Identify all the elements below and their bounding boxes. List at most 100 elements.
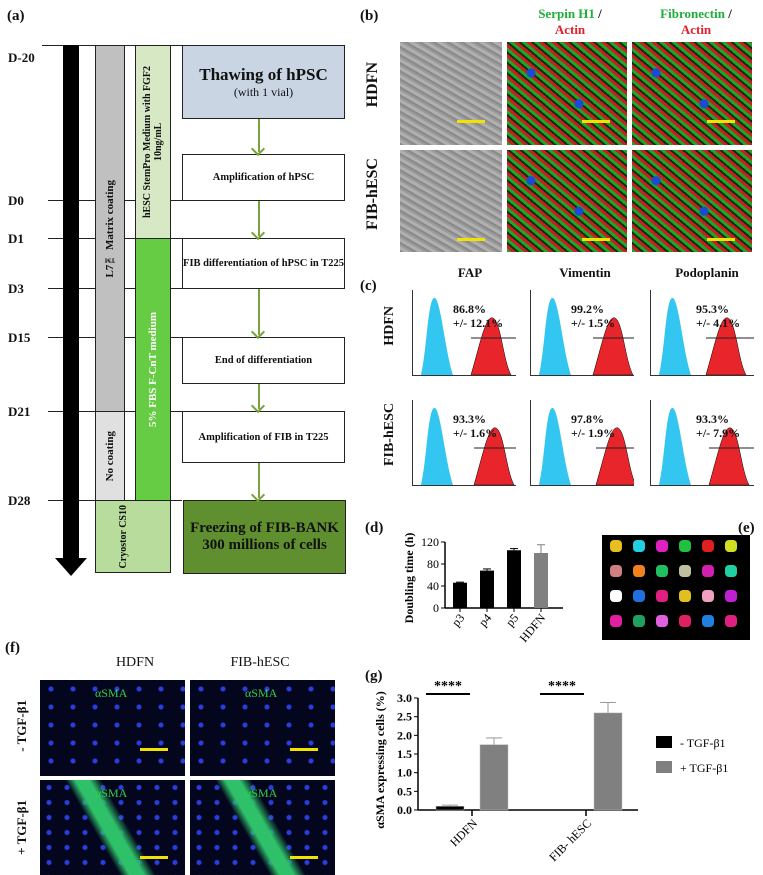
- medium2-bar: 5% FBS F-CnT medium: [135, 238, 171, 501]
- micrograph: [632, 150, 752, 252]
- chromosome: [610, 565, 622, 577]
- sd: +/- 1.5%: [571, 316, 616, 330]
- significance-stars: ****: [548, 679, 576, 694]
- control-peak: [539, 407, 571, 485]
- x-tick-label: p4: [476, 611, 494, 629]
- flow-arrow-icon: [258, 289, 260, 335]
- scale-bar: [582, 238, 610, 241]
- panel-label-b: (b): [360, 8, 379, 24]
- header-fib-hesc: FIB-hESC: [230, 655, 290, 670]
- flow-arrow-icon: [258, 384, 260, 409]
- chromosome: [725, 590, 737, 602]
- chromosome: [702, 615, 714, 627]
- flow-histogram: 99.2% +/- 1.5%: [530, 290, 634, 376]
- stained-peak: [592, 317, 634, 375]
- day-line: [171, 500, 182, 501]
- step-sub: 300 millions of cells: [202, 537, 327, 553]
- y-tick-label: 0.5: [397, 784, 412, 798]
- micrograph: [632, 42, 752, 145]
- day-label: D15: [8, 330, 31, 345]
- time-arrow-head-icon: [55, 558, 87, 576]
- y-tick-label: 1.5: [397, 747, 412, 761]
- chromosome: [702, 540, 714, 552]
- day-line: [171, 200, 182, 201]
- step-title: Amplification of hPSC: [212, 172, 315, 183]
- flow-histogram: 97.8% +/- 1.9%: [530, 400, 634, 486]
- chromosome: [679, 590, 691, 602]
- scale-bar: [290, 748, 318, 751]
- y-tick-label: 0.0: [397, 803, 412, 817]
- row-label-fib-hesc: FIB-hESC: [382, 403, 397, 467]
- step-title: FIB differentiation of hPSC in T225: [183, 258, 344, 269]
- chromosome: [725, 615, 737, 627]
- chromosome: [610, 540, 622, 552]
- day-line: [171, 238, 182, 239]
- y-tick-label: 0: [433, 601, 439, 615]
- time-arrow-shaft: [63, 45, 79, 560]
- asma-micrograph: αSMA: [190, 780, 335, 875]
- chromosome: [610, 590, 622, 602]
- legend-swatch: [656, 736, 672, 748]
- legend-label: - TGF-β1: [680, 736, 726, 750]
- micrograph: [507, 42, 627, 145]
- scale-bar: [582, 120, 610, 123]
- stain-green: Serpin H1: [538, 6, 595, 21]
- step-title: Freezing of FIB-BANK: [190, 520, 339, 536]
- micrograph: [507, 150, 627, 252]
- y-tick-label: 1.0: [397, 766, 412, 780]
- control-peak: [421, 407, 453, 485]
- coating-bar: L7™ Matrix coating: [95, 45, 125, 412]
- pct: 99.2%: [571, 302, 604, 316]
- bar: [453, 582, 467, 608]
- sd: +/- 1.6%: [453, 426, 498, 440]
- asma-micrograph: αSMA: [40, 680, 185, 776]
- stained-peak: [473, 427, 515, 485]
- day-line: [171, 288, 182, 289]
- medium1-label: hESC StemPro Medium with FGF2 10ng/mL: [142, 65, 164, 219]
- scale-bar: [707, 238, 735, 241]
- pct: 86.8%: [453, 302, 486, 316]
- x-tick-label: p3: [449, 611, 467, 629]
- step-fib-differentiation: FIB differentiation of hPSC in T225: [182, 238, 345, 289]
- control-peak: [421, 297, 453, 375]
- panel-label-c: (c): [360, 278, 377, 294]
- x-tick-label: p5: [503, 611, 521, 629]
- pct: 93.3%: [453, 412, 486, 426]
- panel-label-d: (d): [365, 520, 384, 536]
- y-tick-label: 2.0: [397, 728, 412, 742]
- step-end-differentiation: End of differentiation: [182, 337, 345, 384]
- bar: [480, 570, 494, 608]
- asma-micrograph: αSMA: [40, 780, 185, 875]
- y-tick-label: 3.0: [397, 691, 412, 705]
- percent-positive: 97.8% +/- 1.9%: [571, 412, 615, 440]
- stained-peak: [595, 427, 634, 485]
- header-fibronectin: Fibronectin / Actin: [660, 6, 732, 37]
- chromosome: [656, 540, 668, 552]
- coating-label: L7™ Matrix coating: [104, 179, 116, 278]
- x-tick-label: FIB- hESC: [546, 816, 594, 864]
- scale-bar: [290, 856, 318, 859]
- control-peak: [659, 297, 691, 375]
- micrograph: [400, 150, 502, 252]
- stained-peak: [470, 317, 512, 375]
- flow-histogram: 86.8% +/- 12.1%: [412, 290, 516, 376]
- stain-red: Actin: [680, 22, 712, 37]
- karyotype-image: [602, 535, 750, 640]
- day-label: D21: [8, 404, 31, 419]
- y-axis-label: Doubling time (h): [402, 533, 416, 624]
- day-line: [171, 337, 182, 338]
- y-tick-label: 120: [421, 535, 439, 549]
- sd: +/- 1.9%: [571, 426, 616, 440]
- marker-podoplanin: Podoplanin: [675, 265, 739, 280]
- chromosome: [633, 540, 645, 552]
- step-freezing: Freezing of FIB-BANK 300 millions of cell…: [183, 500, 346, 574]
- chromosome: [679, 615, 691, 627]
- chromosome: [610, 615, 622, 627]
- scale-bar: [457, 238, 485, 241]
- step-amplification-fib: Amplification of FIB in T225: [182, 411, 345, 463]
- bar: [534, 553, 548, 608]
- flow-histogram: 95.3% +/- 4.1%: [650, 290, 754, 376]
- sd: +/- 12.1%: [453, 316, 504, 330]
- y-axis-label: αSMA expressing cells (%): [373, 691, 387, 828]
